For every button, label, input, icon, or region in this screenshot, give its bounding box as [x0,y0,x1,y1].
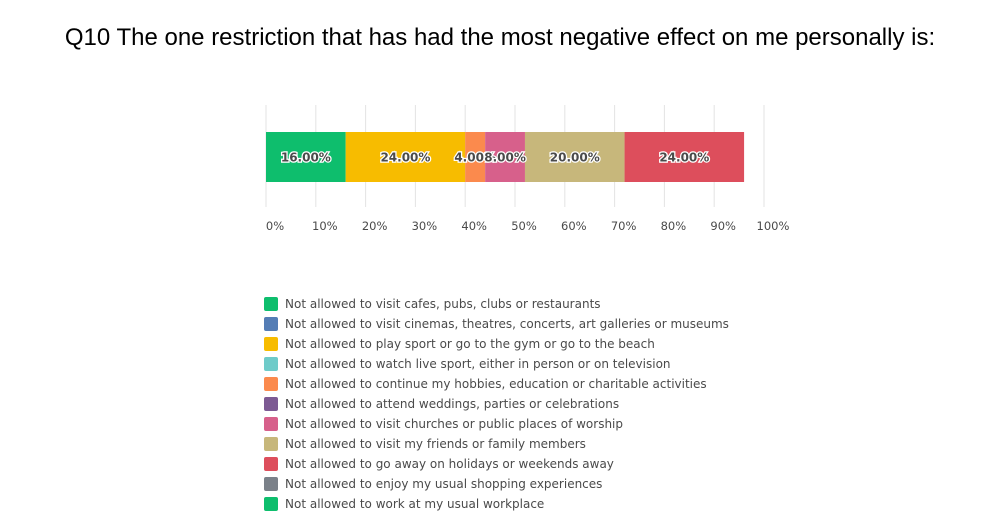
legend-label: Not allowed to play sport or go to the g… [285,337,655,351]
x-tick-label: 90% [710,219,736,233]
legend-item: Not allowed to visit churches or public … [264,414,729,434]
bar-segment [485,132,525,182]
legend-item: Not allowed to attend weddings, parties … [264,394,729,414]
x-tick-label: 60% [561,219,587,233]
chart-title: Q10 The one restriction that has had the… [64,24,936,51]
legend-swatch [264,397,278,411]
legend-item: Not allowed to continue my hobbies, educ… [264,374,729,394]
bar-segment [624,132,745,182]
legend-swatch [264,337,278,351]
data-label: 16.00% [281,151,331,165]
legend-label: Not allowed to enjoy my usual shopping e… [285,477,603,491]
legend-item: Not allowed to watch live sport, either … [264,354,729,374]
legend-swatch [264,317,278,331]
legend-label: Not allowed to go away on holidays or we… [285,457,614,471]
legend-item: Not allowed to work at my usual workplac… [264,494,729,514]
stacked-bar-chart: 0% 10% 20% 30% 40% 50% 60% 70% 80% 90% 100% 16.00% 2… [265,105,790,233]
data-label: 4.00% [454,151,496,165]
bar-segment [524,132,625,182]
legend-swatch [264,377,278,391]
x-tick-label: 80% [661,219,687,233]
legend-swatch [264,477,278,491]
chart-legend: Not allowed to visit cafes, pubs, clubs … [264,294,729,514]
legend-label: Not allowed to visit cafes, pubs, clubs … [285,297,601,311]
legend-swatch [264,297,278,311]
legend-item: Not allowed to visit cafes, pubs, clubs … [264,294,729,314]
x-tick-label: 20% [362,219,388,233]
x-tick-label: 70% [611,219,637,233]
data-label: 8.00% [484,151,526,165]
x-tick-label: 40% [461,219,487,233]
legend-label: Not allowed to visit cinemas, theatres, … [285,317,729,331]
x-tick-label: 100% [757,219,790,233]
legend-label: Not allowed to visit churches or public … [285,417,624,431]
data-label: 24.00% [380,151,430,165]
legend-swatch [264,417,278,431]
legend-item: Not allowed to visit cinemas, theatres, … [264,314,729,334]
legend-label: Not allowed to continue my hobbies, educ… [285,377,707,391]
data-label: 24.00% [659,151,709,165]
legend-swatch [264,457,278,471]
bar-segment [345,132,466,182]
legend-swatch [264,437,278,451]
legend-swatch [264,357,278,371]
legend-label: Not allowed to visit my friends or famil… [285,437,586,451]
x-tick-label: 30% [412,219,438,233]
legend-item: Not allowed to visit my friends or famil… [264,434,729,454]
x-tick-label: 0% [266,219,284,233]
legend-label: Not allowed to work at my usual workplac… [285,497,545,511]
legend-item: Not allowed to play sport or go to the g… [264,334,729,354]
legend-label: Not allowed to attend weddings, parties … [285,397,620,411]
bar-segment [266,132,346,182]
x-tick-label: 50% [511,219,537,233]
legend-item: Not allowed to enjoy my usual shopping e… [264,474,729,494]
legend-item: Not allowed to go away on holidays or we… [264,454,729,474]
bar-segment [465,132,486,182]
legend-label: Not allowed to watch live sport, either … [285,357,671,371]
x-tick-label: 10% [312,219,338,233]
legend-swatch [264,497,278,511]
data-label: 20.00% [550,151,600,165]
